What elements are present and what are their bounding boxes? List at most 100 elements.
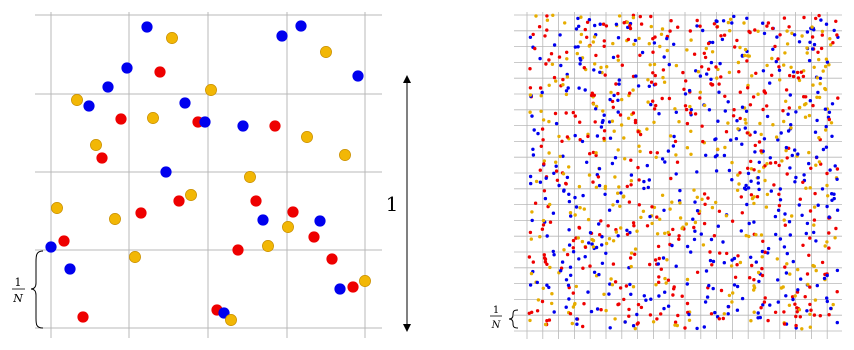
red-point (666, 278, 671, 282)
blue-point (608, 136, 613, 140)
gold-point (689, 129, 693, 133)
red-point (805, 272, 810, 276)
red-point (581, 266, 585, 270)
blue-point (634, 74, 638, 78)
blue-point (775, 35, 779, 39)
blue-point (554, 164, 558, 168)
blue-point (729, 138, 733, 142)
gold-point (743, 47, 748, 52)
blue-point (835, 268, 840, 273)
blue-point (714, 169, 719, 173)
gold-point (610, 283, 615, 287)
red-point (530, 310, 534, 314)
gold-point (823, 64, 828, 69)
red-point (777, 65, 781, 69)
blue-point (257, 214, 269, 226)
blue-point (818, 76, 823, 81)
red-point (820, 260, 825, 265)
red-point (753, 143, 757, 148)
blue-point (663, 160, 667, 164)
red-point (627, 307, 631, 312)
gold-point (576, 236, 580, 240)
blue-point (711, 40, 715, 45)
gold-point (586, 217, 591, 222)
red-point (700, 124, 704, 128)
red-point (651, 37, 655, 41)
red-point (585, 35, 589, 39)
blue-point (753, 130, 757, 134)
red-point (787, 106, 791, 110)
gold-point (651, 320, 656, 324)
blue-point (835, 177, 839, 181)
blue-point (819, 18, 823, 22)
red-point (657, 256, 661, 261)
gold-point (623, 157, 627, 161)
red-point (672, 285, 676, 289)
blue-point (699, 232, 703, 236)
blue-point (717, 90, 721, 94)
red-point (776, 57, 780, 61)
gold-point (541, 286, 545, 290)
red-point (677, 234, 681, 238)
red-point (738, 116, 742, 121)
blue-point (586, 290, 590, 294)
blue-point (160, 166, 172, 178)
blue-point (774, 59, 778, 64)
red-point (610, 99, 615, 104)
gold-point (71, 94, 83, 106)
blue-point (615, 199, 620, 204)
red-point (798, 315, 802, 319)
blue-point (695, 326, 699, 331)
gold-point (561, 172, 566, 176)
gold-point (554, 79, 558, 83)
blue-point (793, 148, 797, 152)
blue-point (792, 33, 797, 37)
blue-point (528, 174, 533, 179)
gold-point (826, 194, 830, 198)
red-point (599, 219, 603, 223)
gold-point (660, 193, 665, 197)
gold-point (756, 270, 761, 275)
red-point (631, 111, 636, 115)
blue-point (732, 14, 736, 19)
red-point (561, 77, 565, 82)
gold-point (591, 245, 596, 249)
blue-point (794, 175, 798, 180)
red-point (540, 127, 545, 131)
left-grid (35, 12, 382, 338)
red-point (683, 104, 688, 108)
gold-point (51, 202, 63, 214)
blue-point (592, 68, 596, 72)
red-point (594, 53, 598, 58)
gold-point (646, 100, 650, 104)
red-point (135, 207, 147, 219)
gold-point (789, 65, 793, 70)
red-point (803, 295, 807, 299)
gold-point (572, 302, 577, 307)
blue-point (793, 180, 797, 184)
gold-point (793, 294, 797, 298)
blue-point (567, 243, 572, 247)
red-point (738, 90, 742, 94)
gold-point (633, 247, 638, 251)
gold-point (818, 82, 822, 86)
blue-point (705, 72, 709, 76)
blue-point (616, 234, 620, 238)
red-point (591, 180, 595, 184)
red-point (591, 150, 596, 155)
scale-label: 1 (386, 192, 399, 216)
red-point (781, 109, 785, 113)
red-point (636, 165, 640, 170)
red-point (676, 25, 680, 29)
blue-point (807, 58, 812, 63)
blue-point (648, 214, 652, 219)
gold-point (828, 37, 832, 41)
gold-point (715, 76, 719, 80)
gold-point (726, 20, 731, 25)
gold-point (631, 15, 636, 20)
blue-point (581, 193, 585, 198)
gold-point (811, 83, 815, 87)
blue-point (743, 126, 747, 130)
gold-point (663, 276, 667, 281)
gold-point (658, 217, 662, 221)
